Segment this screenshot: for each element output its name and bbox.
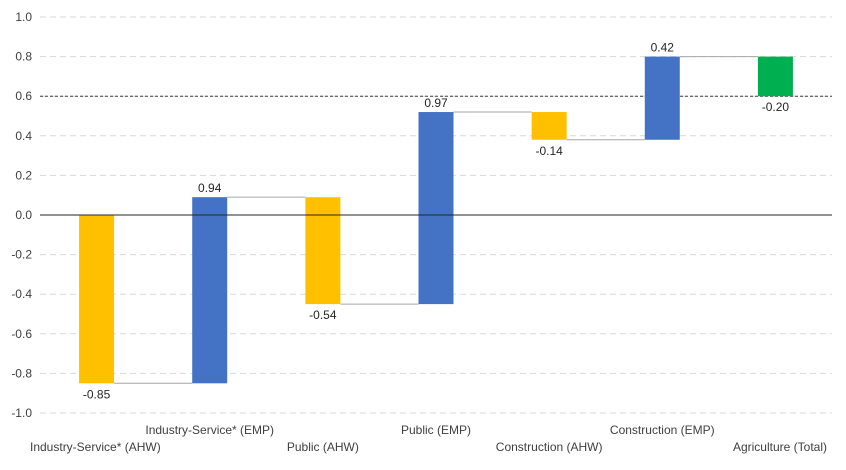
y-tick-label: -0.8 (11, 366, 32, 380)
x-category-label: Construction (EMP) (610, 423, 715, 437)
y-tick-label: 0.2 (15, 168, 32, 182)
data-label: -0.14 (535, 144, 563, 158)
bar (192, 197, 228, 384)
data-label: 0.94 (198, 181, 222, 195)
bar (79, 215, 115, 384)
y-tick-label: -0.2 (11, 248, 32, 262)
data-label: -0.20 (762, 100, 790, 114)
x-category-label: Construction (AHW) (496, 440, 603, 454)
y-tick-label: 0.8 (15, 50, 32, 64)
y-tick-label: 0.4 (15, 129, 32, 143)
y-tick-label: 0.6 (15, 89, 32, 103)
bar (531, 112, 567, 140)
y-tick-label: 0.0 (15, 208, 32, 222)
x-category-label: Industry-Service* (AHW) (30, 440, 161, 454)
x-category-label: Public (EMP) (401, 423, 471, 437)
x-category-label: Public (AHW) (287, 440, 359, 454)
y-tick-label: -0.6 (11, 327, 32, 341)
data-label: 0.42 (651, 41, 675, 55)
y-tick-label: -0.4 (11, 287, 32, 301)
bar (757, 56, 793, 97)
data-label: -0.85 (83, 387, 111, 401)
bar (418, 112, 454, 305)
bar (644, 56, 680, 140)
data-label: 0.97 (424, 96, 448, 110)
y-tick-label: -1.0 (11, 406, 32, 420)
bar (305, 197, 341, 305)
y-tick-label: 1.0 (15, 10, 32, 24)
x-category-label: Industry-Service* (EMP) (145, 423, 274, 437)
x-category-label: Agriculture (Total) (733, 440, 827, 454)
data-label: -0.54 (309, 308, 337, 322)
